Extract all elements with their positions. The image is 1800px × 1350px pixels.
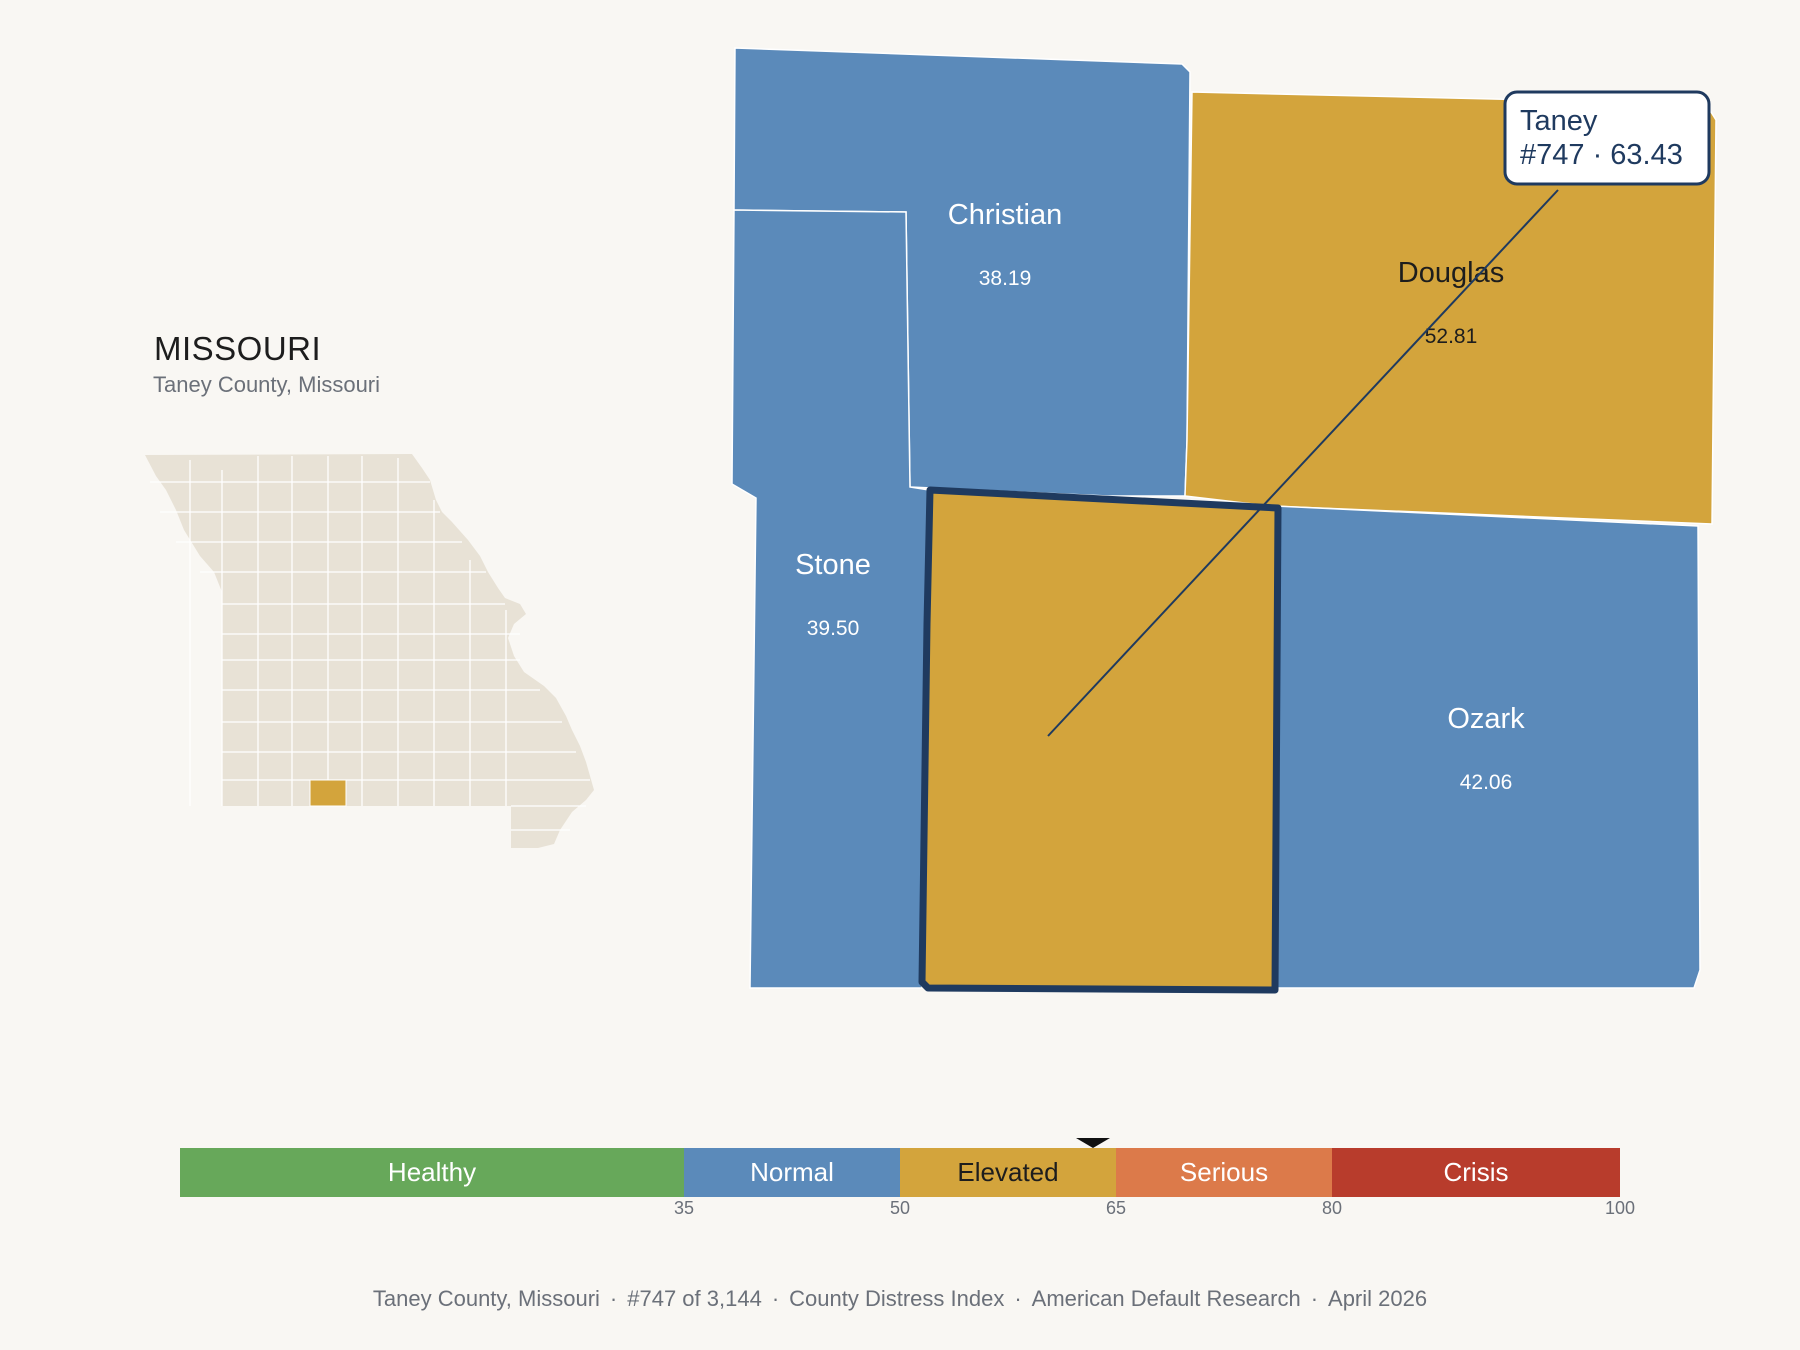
county-value-ozark: 42.06: [1460, 771, 1513, 794]
state-subtitle: Taney County, Missouri: [153, 372, 381, 397]
legend-tick-35: 35: [673, 1198, 695, 1218]
legend-segment-elevated: Elevated: [900, 1148, 1116, 1197]
legend-segment-normal: Normal: [684, 1148, 900, 1197]
legend-segment-serious: Serious: [1116, 1148, 1332, 1197]
county-grid: [150, 456, 590, 831]
county-label-douglas: Douglas: [1398, 257, 1504, 289]
county-value-douglas: 52.81: [1425, 325, 1478, 348]
callout-title: Taney: [1520, 105, 1598, 137]
legend-tick-65: 65: [1105, 1198, 1127, 1218]
distress-legend: Healthy Normal Elevated Serious Crisis: [180, 1148, 1620, 1197]
callout-leader-line: [1047, 189, 1559, 737]
state-shape: [145, 454, 594, 848]
callout-detail: #747 · 63.43: [1520, 139, 1683, 171]
county-label-stone: Stone: [795, 549, 871, 581]
county-value-christian: 38.19: [979, 267, 1032, 290]
state-inset-map: [145, 454, 594, 848]
county-label-christian: Christian: [948, 199, 1062, 231]
legend-tick-100: 100: [1604, 1198, 1636, 1218]
footer-location: Taney County, Missouri: [372, 1286, 600, 1311]
inset-taney-county: [309, 779, 347, 807]
county-stone[interactable]: [731, 209, 930, 989]
footer-rank: #747 of 3,144: [627, 1286, 762, 1311]
footer-source: American Default Research: [1031, 1286, 1301, 1311]
county-callout: Taney #747 · 63.43: [1047, 90, 1711, 737]
legend-marker-icon: [1076, 1138, 1111, 1148]
county-value-stone: 39.50: [807, 617, 860, 640]
footer-index: County Distress Index: [789, 1286, 1005, 1311]
legend-segment-healthy: Healthy: [180, 1148, 684, 1197]
county-taney[interactable]: [918, 486, 1282, 994]
county-labels: Christian 38.19 Douglas 52.81 Stone 39.5…: [795, 199, 1525, 794]
county-ozark[interactable]: [1274, 505, 1701, 989]
footer-credits: Taney County, Missouri · #747 of 3,144 · Cou…: [372, 1286, 1428, 1311]
legend-segment-crisis: Crisis: [1332, 1148, 1620, 1197]
county-label-ozark: Ozark: [1447, 703, 1525, 735]
callout-box: [1503, 90, 1711, 186]
state-title: MISSOURI: [154, 330, 322, 367]
footer-date: April 2026: [1328, 1286, 1428, 1311]
regional-map: [731, 47, 1717, 994]
legend-tick-80: 80: [1321, 1198, 1343, 1218]
legend-tick-50: 50: [889, 1198, 911, 1218]
